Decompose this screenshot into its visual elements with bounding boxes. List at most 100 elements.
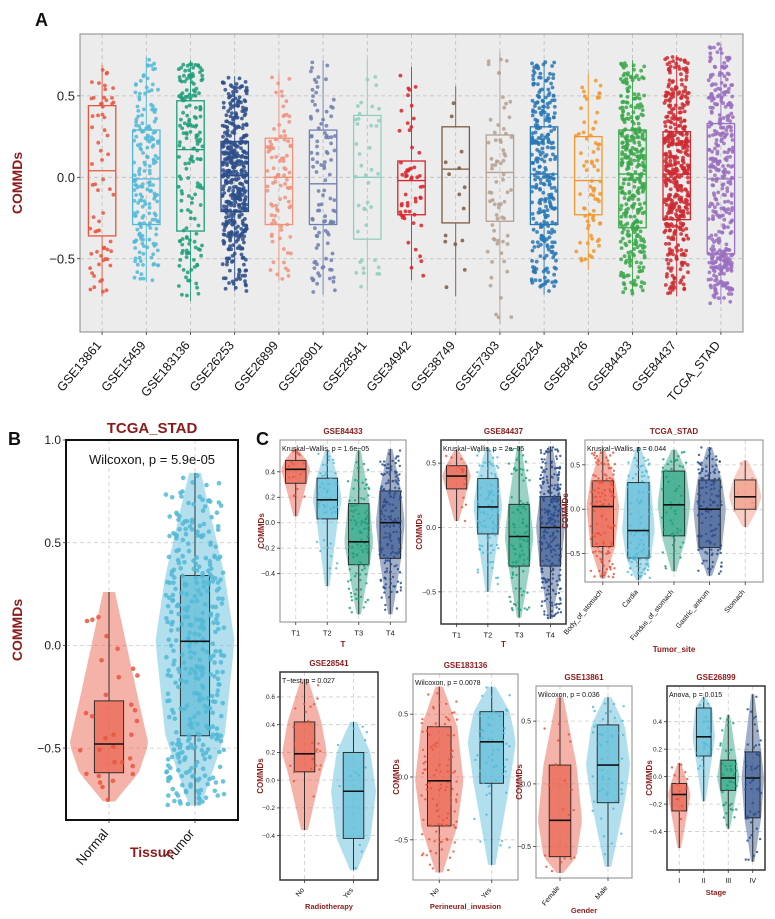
point-GSE84437 bbox=[674, 193, 678, 198]
point-GSE84426 bbox=[585, 219, 590, 224]
point-T3 bbox=[356, 466, 360, 470]
point-GSE183136 bbox=[193, 93, 198, 98]
point-GSE26899 bbox=[269, 234, 274, 239]
point-Yes bbox=[485, 761, 488, 765]
point-T4 bbox=[399, 586, 403, 589]
point-GSE15459 bbox=[149, 188, 154, 193]
point-No bbox=[446, 764, 449, 767]
point-T4 bbox=[388, 532, 391, 535]
point-GSE84433 bbox=[626, 117, 631, 121]
point-T3 bbox=[526, 538, 529, 541]
point-Yes bbox=[358, 843, 362, 847]
point-GSE28541 bbox=[356, 117, 361, 121]
point-GSE57303 bbox=[509, 135, 514, 140]
point-GSE15459 bbox=[148, 127, 153, 131]
point-GSE26253 bbox=[243, 112, 248, 116]
x-tick-label: Cardia bbox=[621, 589, 640, 609]
point-TCGA_STAD bbox=[709, 201, 713, 206]
point-GSE26899 bbox=[272, 127, 276, 131]
x-tick-label: T3 bbox=[354, 629, 363, 638]
point-Gastric_antrum bbox=[710, 515, 713, 518]
point-Fundus_of_stomach bbox=[669, 519, 672, 522]
point-GSE183136 bbox=[195, 157, 200, 161]
point-No bbox=[421, 833, 424, 836]
point-Tumor bbox=[165, 802, 170, 808]
point-Cardia bbox=[642, 456, 645, 459]
point-T2 bbox=[496, 582, 499, 586]
point-GSE57303 bbox=[497, 202, 501, 207]
point-Tumor bbox=[205, 705, 211, 710]
box-Cardia bbox=[627, 482, 650, 559]
point-T4 bbox=[558, 587, 561, 591]
point-T2 bbox=[489, 561, 492, 564]
point-Tumor bbox=[165, 619, 170, 625]
point-T2 bbox=[335, 562, 339, 565]
point-GSE62254 bbox=[554, 189, 559, 193]
point-T4 bbox=[541, 482, 545, 485]
point-Body_of_stomach bbox=[605, 545, 608, 548]
point-GSE84437 bbox=[662, 141, 667, 145]
point-GSE183136 bbox=[185, 236, 189, 240]
point-Tumor bbox=[200, 508, 206, 513]
point-GSE84437 bbox=[666, 266, 671, 270]
point-T2 bbox=[491, 514, 494, 517]
point-GSE62254 bbox=[530, 200, 534, 205]
point-GSE15459 bbox=[143, 202, 148, 207]
point-T2 bbox=[319, 549, 322, 553]
point-GSE26901 bbox=[311, 94, 315, 98]
point-No bbox=[303, 702, 306, 706]
point-Tumor bbox=[205, 747, 211, 752]
point-TCGA_STAD bbox=[726, 292, 731, 296]
point-GSE15459 bbox=[139, 225, 143, 230]
point-Cardia bbox=[638, 575, 641, 579]
point-Gastric_antrum bbox=[707, 567, 710, 570]
point-T2 bbox=[491, 464, 494, 467]
point-T2 bbox=[327, 455, 330, 458]
point-No bbox=[420, 722, 423, 725]
point-GSE84437 bbox=[673, 162, 677, 167]
point-T4 bbox=[385, 536, 388, 539]
point-GSE84437 bbox=[677, 142, 681, 147]
point-T3 bbox=[366, 535, 369, 539]
point-Tumor bbox=[203, 709, 209, 714]
point-GSE62254 bbox=[551, 93, 556, 98]
point-No bbox=[433, 725, 436, 728]
point-Tumor bbox=[185, 801, 191, 807]
point-GSE84433 bbox=[636, 188, 640, 193]
point-Tumor bbox=[179, 590, 184, 596]
point-Body_of_stomach bbox=[610, 466, 613, 470]
point-No bbox=[422, 762, 425, 765]
point-GSE62254 bbox=[546, 174, 551, 179]
point-Body_of_stomach bbox=[596, 546, 600, 549]
point-GSE38749 bbox=[443, 239, 448, 244]
point-GSE26901 bbox=[316, 243, 321, 247]
point-GSE15459 bbox=[151, 157, 156, 162]
point-T4 bbox=[388, 470, 392, 473]
point-GSE15459 bbox=[150, 217, 155, 222]
point-T2 bbox=[330, 512, 333, 515]
point-GSE15459 bbox=[140, 113, 144, 118]
point-T4 bbox=[550, 550, 553, 554]
point-T4 bbox=[397, 477, 400, 480]
point-Tumor bbox=[203, 795, 209, 800]
point-T4 bbox=[553, 549, 557, 552]
point-T4 bbox=[559, 548, 562, 551]
point-Cardia bbox=[647, 447, 651, 450]
point-T4 bbox=[545, 554, 548, 557]
point-GSE84433 bbox=[630, 288, 634, 293]
x-tick-label: T4 bbox=[386, 629, 395, 638]
point-GSE34942 bbox=[399, 108, 404, 113]
point-GSE26253 bbox=[240, 161, 245, 165]
point-Tumor bbox=[172, 575, 177, 580]
point-GSE84437 bbox=[684, 74, 689, 79]
point-T4 bbox=[545, 467, 548, 471]
point-Cardia bbox=[641, 471, 644, 474]
point-T4 bbox=[539, 477, 542, 480]
point-Normal bbox=[135, 673, 140, 678]
point-GSE26253 bbox=[238, 209, 243, 214]
point-Gastric_antrum bbox=[702, 477, 705, 480]
point-Cardia bbox=[636, 565, 639, 568]
point-Cardia bbox=[635, 556, 638, 559]
point-GSE26253 bbox=[230, 177, 235, 182]
point-Tumor bbox=[189, 766, 194, 771]
